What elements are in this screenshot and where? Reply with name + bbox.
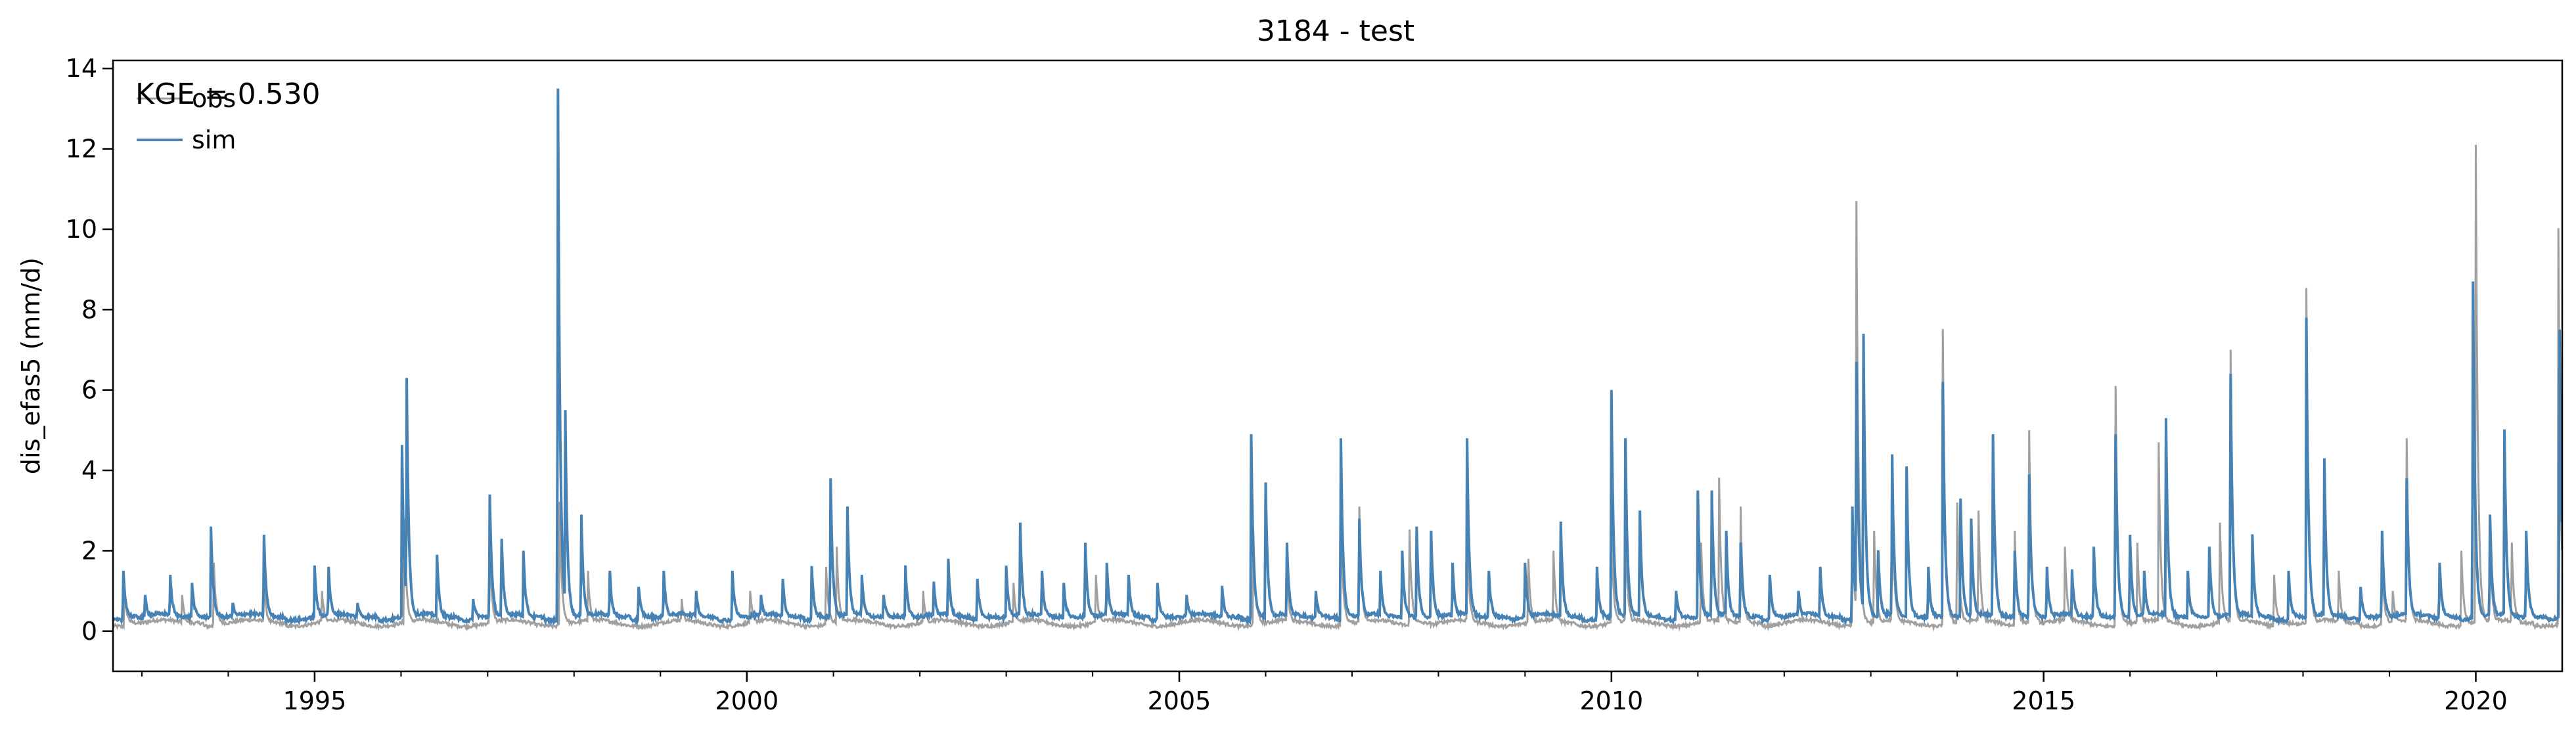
kge-annotation: KGE = 0.530 [135, 78, 321, 111]
y-tick-label: 2 [81, 536, 97, 565]
series-line-sim [113, 88, 2562, 627]
x-tick-label: 1995 [283, 686, 347, 715]
y-tick-label: 14 [66, 54, 97, 83]
y-tick-label: 12 [66, 135, 97, 164]
y-tick-label: 8 [81, 295, 97, 324]
y-tick-label: 6 [81, 376, 97, 405]
legend-label-sim: sim [192, 125, 236, 154]
y-axis-label: dis_efas5 (mm/d) [16, 257, 45, 474]
y-tick-label: 4 [81, 456, 97, 485]
x-tick-label: 2005 [1148, 686, 1211, 715]
x-tick-label: 2000 [715, 686, 779, 715]
y-tick-label: 10 [66, 215, 97, 244]
series-line-obs [113, 145, 2562, 632]
plot-frame [112, 59, 2564, 673]
legend: obs sim [137, 84, 236, 154]
chart-title: 3184 - test [1257, 14, 1414, 48]
x-tick-label: 2010 [1579, 686, 1643, 715]
x-tick-label: 2020 [2444, 686, 2508, 715]
y-tick-label: 0 [81, 617, 97, 646]
legend-label-obs: obs [192, 84, 236, 113]
x-tick-label: 2015 [2012, 686, 2075, 715]
